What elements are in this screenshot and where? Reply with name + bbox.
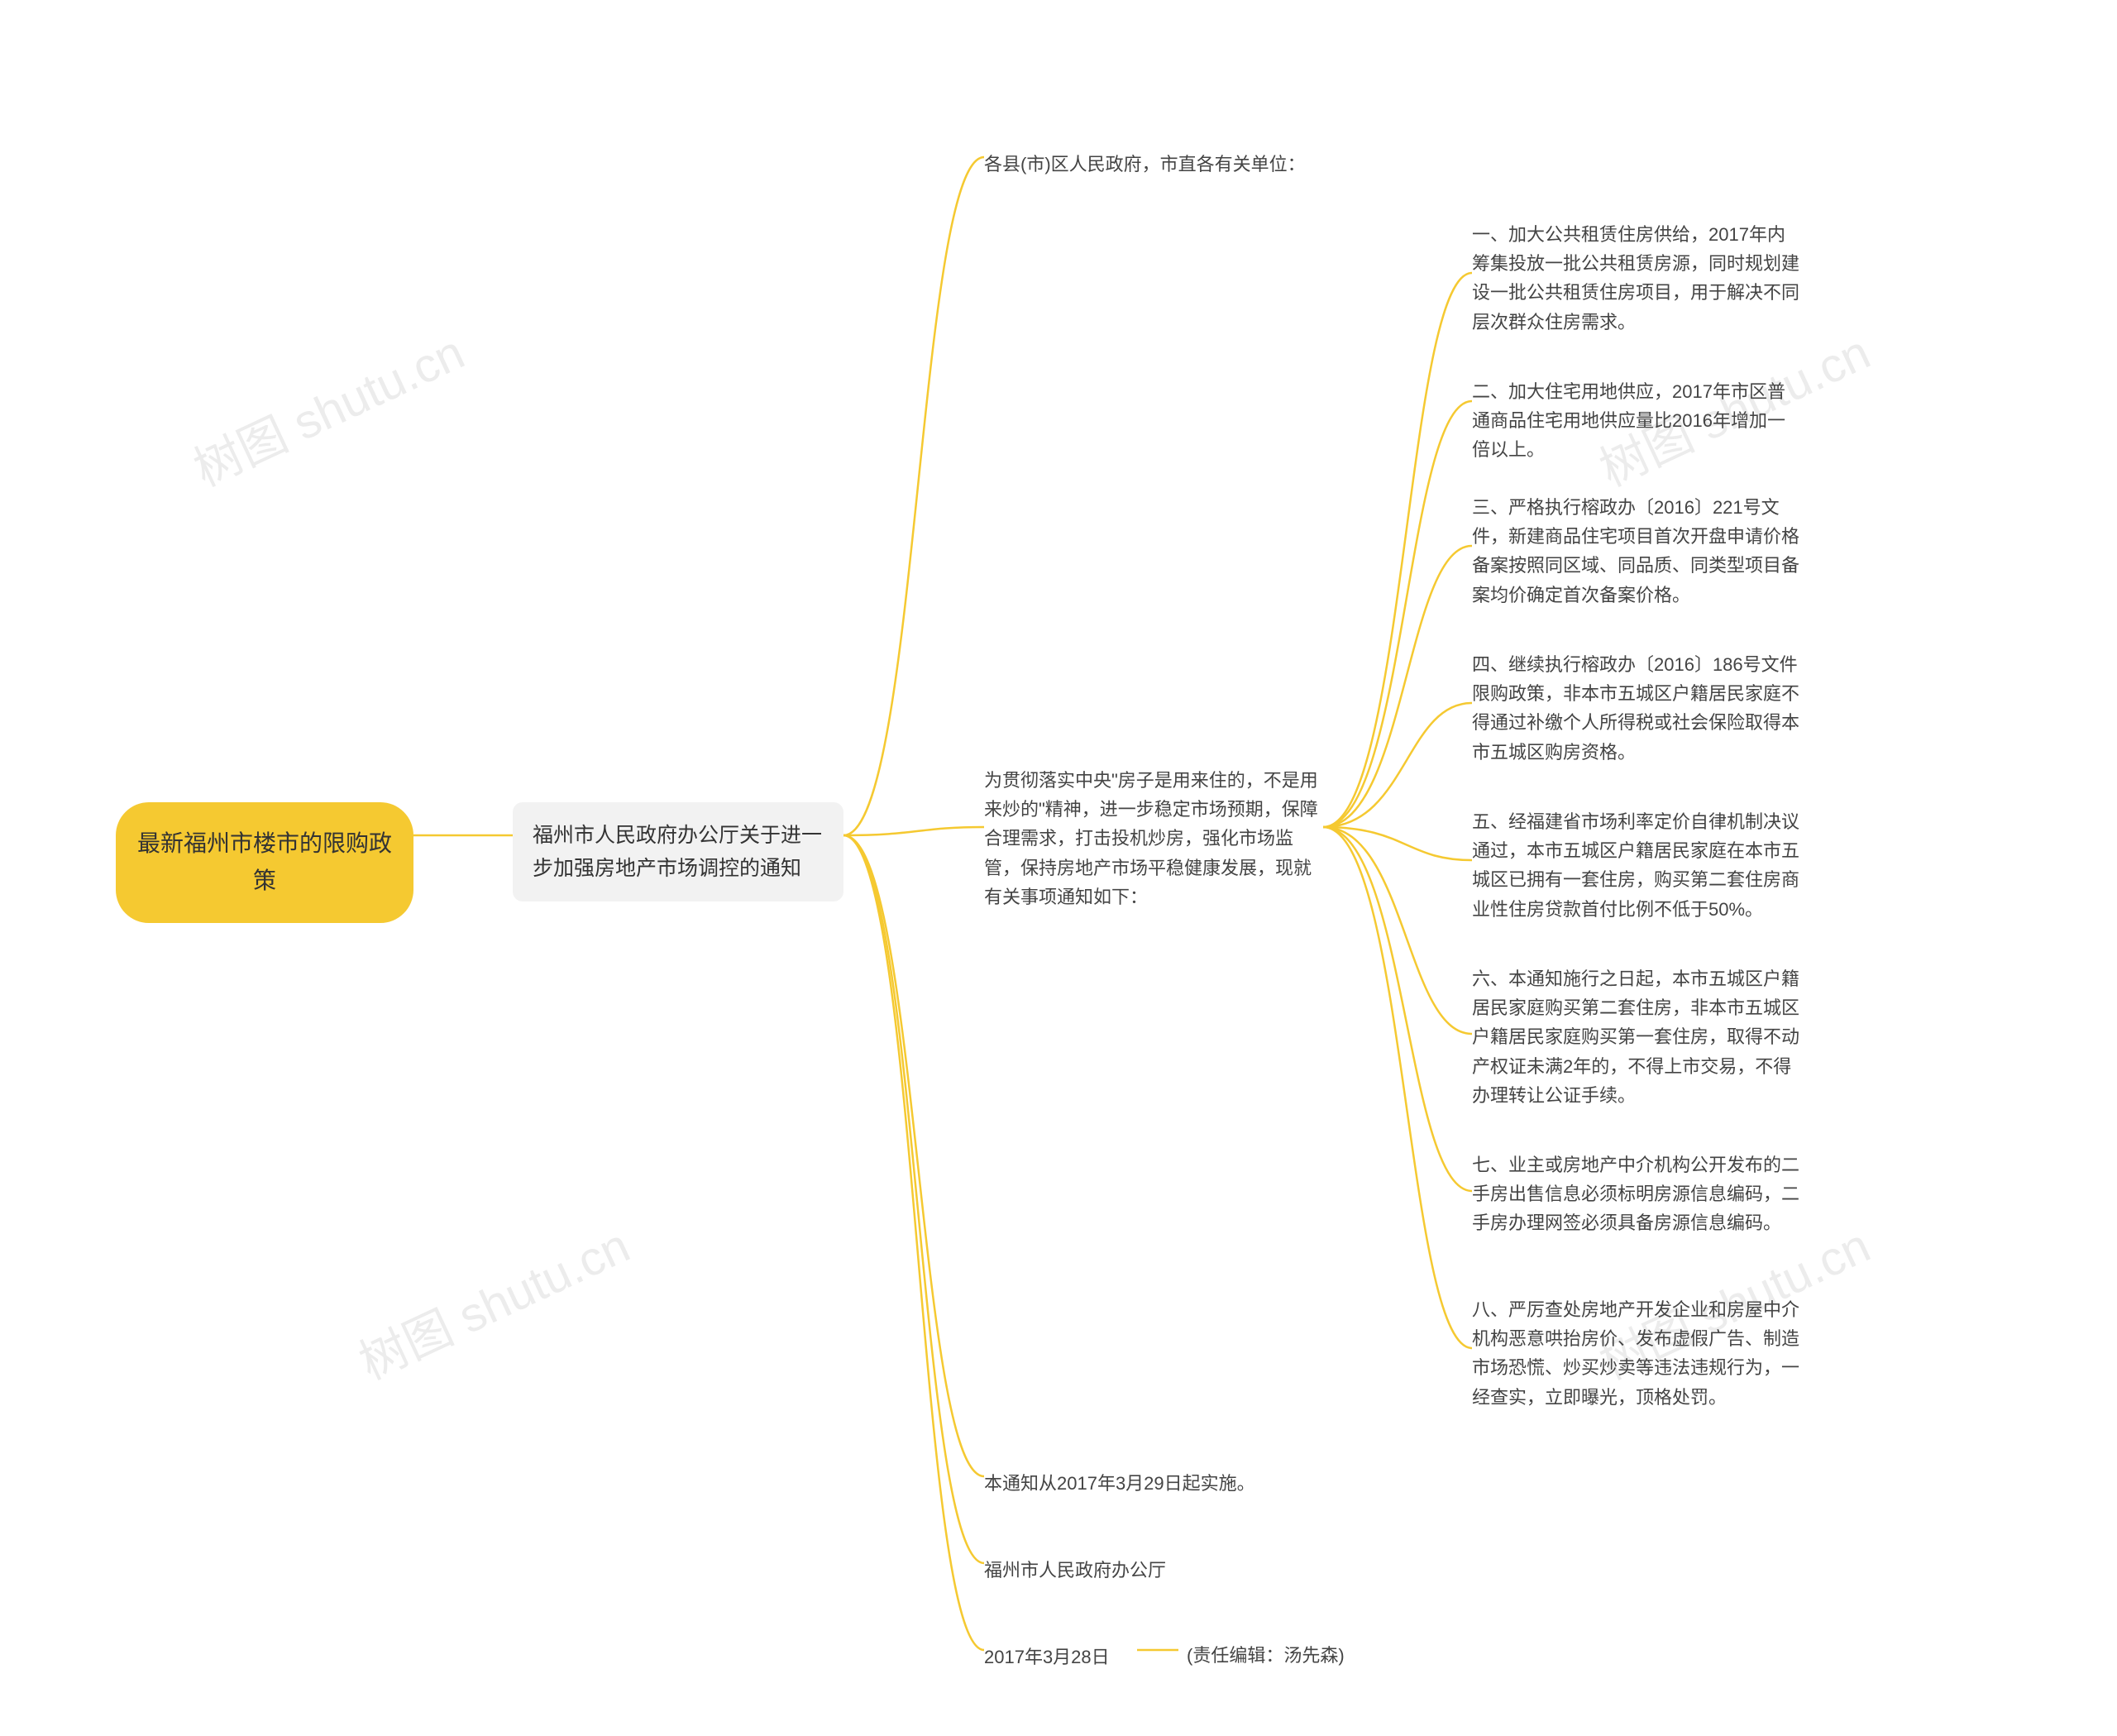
connector-l1-l2-1 [843,827,984,835]
mindmap-level2-node[interactable]: 各县(市)区人民政府，市直各有关单位： [984,145,1323,184]
watermark: 树图 shutu.cn [181,314,474,500]
connector-l1-l2-2 [843,835,984,1476]
connector-l1-l2-3 [843,835,984,1563]
connector-l2-l3-0 [1323,273,1472,827]
mindmap-level3-node[interactable]: 四、继续执行榕政办〔2016〕186号文件限购政策，非本市五城区户籍居民家庭不得… [1472,645,1803,772]
connector-l2-l3-3 [1323,703,1472,827]
mindmap-level2-node[interactable]: 福州市人民政府办公厅 [984,1551,1323,1590]
mindmap-level3-node[interactable]: 二、加大住宅用地供应，2017年市区普通商品住宅用地供应量比2016年增加一倍以… [1472,372,1803,470]
connector-l1-l2-0 [843,157,984,835]
mindmap-level2-node[interactable]: 2017年3月28日 [984,1638,1110,1676]
mindmap-level2-node[interactable]: 为贯彻落实中央"房子是用来住的，不是用来炒的"精神，进一步稳定市场预期，保障合理… [984,761,1323,916]
connector-l2-l3-4 [1323,827,1472,860]
connector-l1-l2-4 [843,835,984,1650]
mindmap-level1[interactable]: 福州市人民政府办公厅关于进一步加强房地产市场调控的通知 [513,802,843,901]
connector-l2-l3-2 [1323,546,1472,827]
mindmap-level3-node[interactable]: 一、加大公共租赁住房供给，2017年内筹集投放一批公共租赁房源，同时规划建设一批… [1472,215,1803,342]
mindmap-level3-node[interactable]: 八、严厉查处房地产开发企业和房屋中介机构恶意哄抬房价、发布虚假广告、制造市场恐慌… [1472,1290,1803,1417]
watermark: 树图 shutu.cn [346,1208,639,1394]
connector-l2-l3-7 [1323,827,1472,1348]
mindmap-level3-node[interactable]: 三、严格执行榕政办〔2016〕221号文件，新建商品住宅项目首次开盘申请价格备案… [1472,488,1803,615]
connector-l2-l3-1 [1323,401,1472,827]
mindmap-level3-node[interactable]: 五、经福建省市场利率定价自律机制决议通过，本市五城区户籍居民家庭在本市五城区已拥… [1472,802,1803,929]
mindmap-editor-node[interactable]: (责任编辑：汤先森) [1187,1638,1345,1673]
mindmap-level2-node[interactable]: 本通知从2017年3月29日起实施。 [984,1464,1323,1503]
connector-l2-l3-6 [1323,827,1472,1191]
connector-l2-l3-5 [1323,827,1472,1034]
mindmap-level3-node[interactable]: 六、本通知施行之日起，本市五城区户籍居民家庭购买第二套住房，非本市五城区户籍居民… [1472,959,1803,1115]
mindmap-root[interactable]: 最新福州市楼市的限购政策 [116,802,413,923]
mindmap-level3-node[interactable]: 七、业主或房地产中介机构公开发布的二手房出售信息必须标明房源信息编码，二手房办理… [1472,1145,1803,1243]
